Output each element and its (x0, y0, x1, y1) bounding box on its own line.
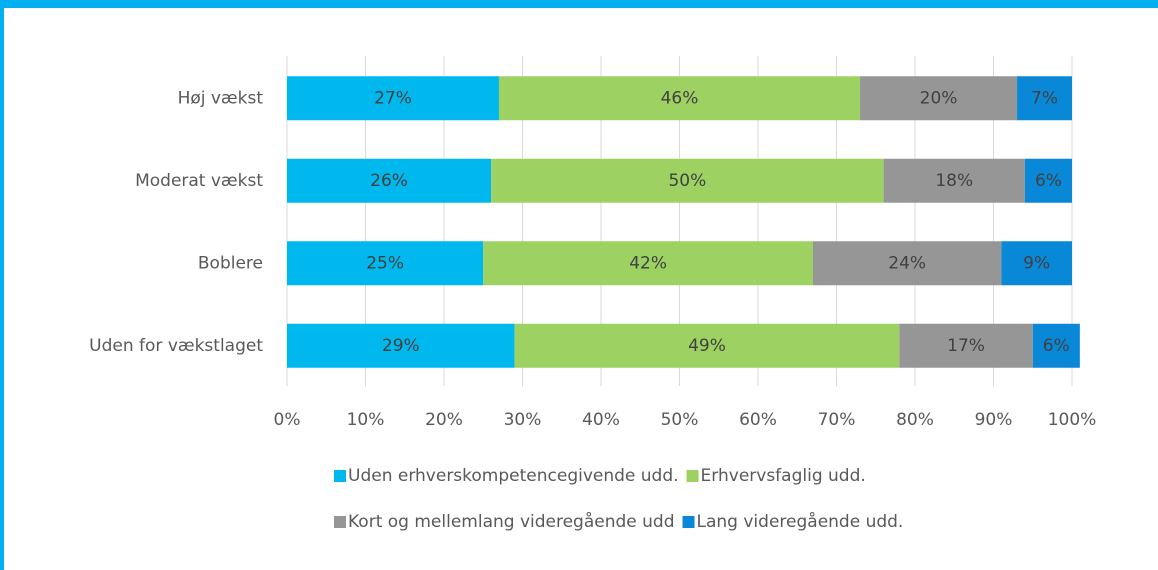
x-tick-label: 100% (1048, 410, 1097, 430)
top-border (0, 0, 1158, 8)
bar-segment (287, 158, 492, 203)
bar-segment (1001, 241, 1072, 286)
bar-segment (1032, 323, 1080, 368)
data-label: 46% (661, 88, 699, 108)
data-label: 29% (382, 336, 420, 356)
bar-segment (491, 158, 884, 203)
x-tick-label: 70% (818, 410, 856, 430)
data-label: 25% (366, 253, 404, 273)
y-tick-label: Boblere (198, 253, 263, 273)
data-label: 6% (1043, 336, 1070, 356)
data-label: 6% (1035, 171, 1062, 191)
legend-label: Lang videregående udd. (697, 511, 904, 532)
data-label: 24% (888, 253, 926, 273)
bar-segment (483, 241, 813, 286)
data-label: 7% (1031, 88, 1058, 108)
y-tick-label: Høj vækst (178, 88, 264, 108)
legend-swatch (334, 470, 346, 482)
bar-segment (860, 76, 1018, 121)
data-label: 18% (935, 171, 973, 191)
bar-segment (514, 323, 900, 368)
data-label: 27% (374, 88, 412, 108)
bar-segment (287, 241, 484, 286)
x-tick-label: 90% (975, 410, 1013, 430)
data-label: 49% (688, 336, 726, 356)
bar-segment (287, 323, 515, 368)
left-border (0, 0, 4, 570)
x-tick-label: 60% (739, 410, 777, 430)
data-label: 20% (920, 88, 958, 108)
x-tick-label: 20% (425, 410, 463, 430)
y-tick-label: Uden for vækstlaget (89, 336, 263, 356)
x-tick-label: 30% (504, 410, 542, 430)
bar-segment (899, 323, 1033, 368)
legend-swatch (334, 516, 346, 528)
bar-segment (812, 241, 1002, 286)
data-label: 17% (947, 336, 985, 356)
data-label: 26% (370, 171, 408, 191)
y-tick-label: Moderat vækst (135, 171, 263, 191)
data-label: 9% (1023, 253, 1050, 273)
legend-label: Kort og mellemlang videregående udd (348, 511, 675, 532)
bar-segment (883, 158, 1025, 203)
legend-label: Uden erhverskompetencegivende udd. (348, 466, 679, 486)
x-tick-label: 10% (347, 410, 385, 430)
data-label: 50% (668, 171, 706, 191)
x-tick-label: 40% (582, 410, 620, 430)
x-tick-label: 0% (274, 410, 301, 430)
legend-swatch (682, 516, 695, 528)
bar-segment (498, 76, 861, 121)
bar-segment (1024, 158, 1072, 203)
bar-segment (1017, 76, 1072, 121)
bar-segment (287, 76, 499, 121)
legend-swatch (686, 470, 699, 482)
x-tick-label: 50% (661, 410, 699, 430)
data-label: 42% (629, 253, 667, 273)
legend-label: Erhvervsfaglig udd. (701, 466, 866, 486)
x-tick-label: 80% (896, 410, 934, 430)
